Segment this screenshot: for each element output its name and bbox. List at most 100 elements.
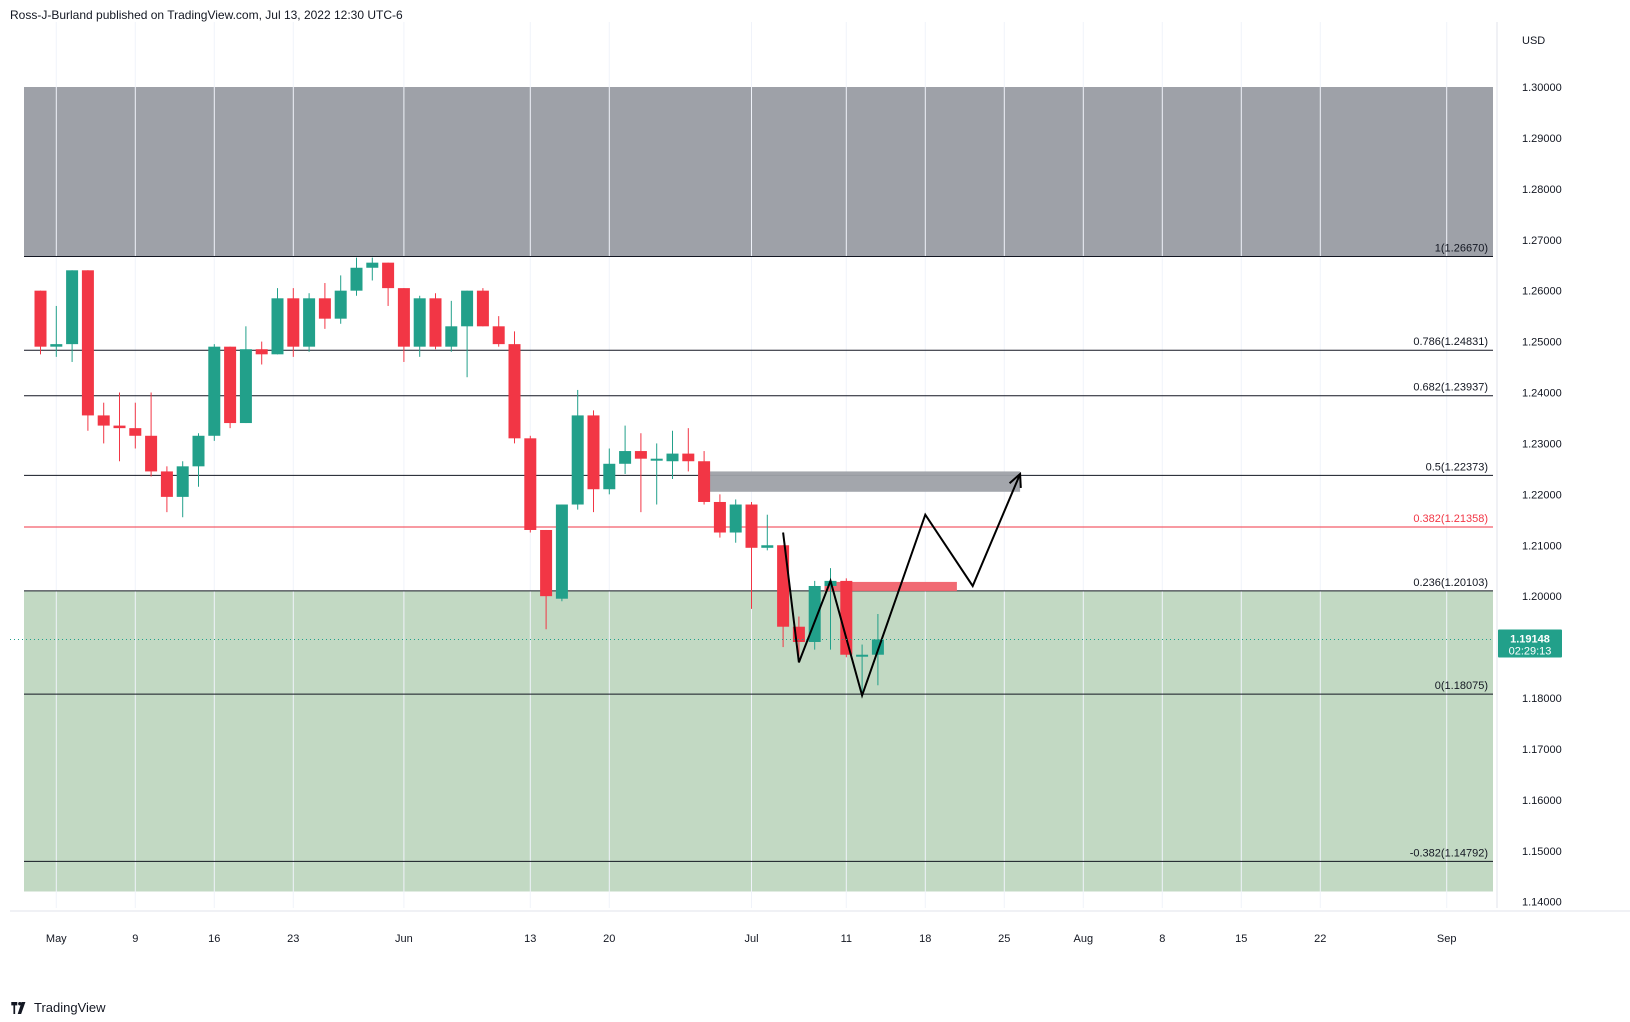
candle <box>508 331 521 444</box>
time-tick-label: 11 <box>841 933 852 945</box>
candle <box>492 316 505 347</box>
time-tick-label: 13 <box>524 933 536 945</box>
candle-body <box>492 326 505 345</box>
candle <box>303 293 316 352</box>
candle-body <box>66 270 79 345</box>
price-axis[interactable]: USD 1.30000 1.29000 1.28000 1.27000 1.26000 1… <box>1496 22 1562 909</box>
candle <box>287 288 300 357</box>
candle-body <box>145 435 158 472</box>
price-tick-label: 1.26000 <box>1522 286 1562 298</box>
time-tick-label: Jul <box>744 933 758 945</box>
candle <box>113 392 126 462</box>
footer-brand[interactable]: TradingView <box>34 1000 106 1015</box>
time-axis[interactable]: May 9 16 23 Jun 13 20 Jul 11 18 25 Aug 8 15 22 Sep <box>10 910 1630 945</box>
projection-zigzag-line[interactable] <box>782 473 1022 699</box>
candle <box>224 346 237 429</box>
price-tick-label: 1.17000 <box>1522 744 1562 756</box>
time-tick-label: Sep <box>1437 933 1457 945</box>
fibonacci-retracement[interactable]: 1(1.26670) 0.786(1.24831) 0.682(1.23937) 0.… <box>24 243 1493 862</box>
time-tick-label: 23 <box>287 933 299 945</box>
projection-path[interactable] <box>782 471 1022 699</box>
candle <box>461 290 474 378</box>
candle-body <box>713 501 726 533</box>
candle <box>840 578 853 658</box>
candle-body <box>239 349 252 424</box>
price-tick-label: 1.28000 <box>1522 184 1562 196</box>
price-tick-label: 1.18000 <box>1522 693 1562 705</box>
candle-body <box>271 298 284 355</box>
candle-body <box>113 425 126 429</box>
candle <box>745 501 758 609</box>
time-tick-label: 16 <box>208 933 220 945</box>
candle-body <box>192 435 205 467</box>
support-zone <box>24 591 1493 892</box>
candle-body <box>729 504 742 533</box>
price-tick-label: 1.23000 <box>1522 438 1562 450</box>
candle <box>176 461 189 518</box>
candle <box>713 494 726 538</box>
tradingview-logo-icon[interactable] <box>10 1001 28 1014</box>
candle <box>255 341 268 365</box>
candle <box>145 392 158 477</box>
candle-body <box>682 453 695 462</box>
candle <box>524 435 537 533</box>
candle-body <box>429 298 442 347</box>
candle <box>634 433 647 513</box>
current-price-badge <box>1498 629 1562 658</box>
price-tick-label: 1.29000 <box>1522 133 1562 145</box>
red-supply-box[interactable] <box>824 581 957 592</box>
candle-body <box>224 346 237 424</box>
price-tick-label: 1.15000 <box>1522 846 1562 858</box>
candle-countdown: 02:29:13 <box>1509 646 1552 658</box>
candle <box>97 402 110 444</box>
candle <box>603 448 616 495</box>
candle-body <box>856 654 869 657</box>
time-tick-label: 18 <box>919 933 931 945</box>
candle-body <box>129 428 142 436</box>
candle-body <box>745 504 758 548</box>
candle-body <box>619 451 632 464</box>
candle <box>334 275 347 324</box>
time-tick-label: 25 <box>998 933 1010 945</box>
candle <box>445 300 458 352</box>
candle <box>729 499 742 543</box>
price-tick-label: 1.25000 <box>1522 337 1562 349</box>
candle <box>540 529 553 630</box>
time-tick-label: 22 <box>1314 933 1326 945</box>
drawn-boxes[interactable] <box>698 471 1021 592</box>
fib-level-label: 0.382(1.21358) <box>1413 513 1488 525</box>
candle-body <box>97 415 110 426</box>
candle <box>571 389 584 510</box>
candle-body <box>303 298 316 347</box>
arrowhead-icon <box>1008 471 1022 488</box>
time-tick-label: 15 <box>1235 933 1247 945</box>
candle-body <box>571 415 584 505</box>
candle-body <box>524 438 537 530</box>
currency-label: USD <box>1522 35 1545 47</box>
candle-body <box>840 580 853 655</box>
candle <box>555 504 568 602</box>
price-tick-label: 1.22000 <box>1522 489 1562 501</box>
gray-target-box[interactable] <box>698 471 1021 492</box>
candle-body <box>334 290 347 319</box>
candle <box>208 344 221 441</box>
price-tick-label: 1.14000 <box>1522 897 1562 909</box>
price-tick-label: 1.20000 <box>1522 591 1562 603</box>
candle <box>682 428 695 472</box>
candle <box>239 326 252 424</box>
grid-layer <box>55 22 1448 908</box>
candle-body <box>603 463 616 490</box>
fib-level-label: 0.236(1.20103) <box>1413 577 1488 589</box>
candle <box>129 402 142 449</box>
time-tick-label: May <box>46 933 67 945</box>
candle <box>81 270 94 431</box>
candle-body <box>255 349 268 355</box>
candle-body <box>413 298 426 347</box>
candle-body <box>397 288 410 347</box>
author-name[interactable]: Ross-J-Burland <box>10 8 93 22</box>
candle <box>34 290 47 355</box>
candle-body <box>508 344 521 439</box>
candle-body <box>540 529 553 597</box>
